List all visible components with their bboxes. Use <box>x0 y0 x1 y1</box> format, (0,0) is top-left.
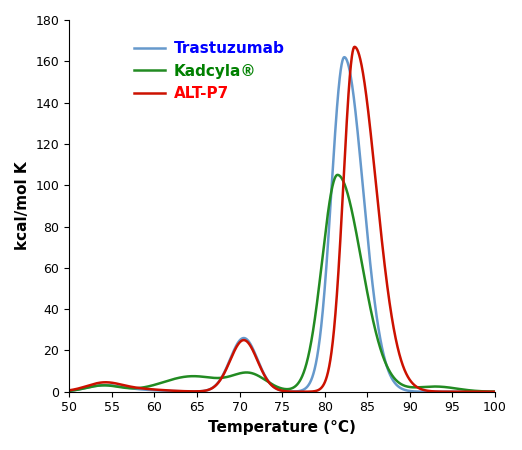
Kadcyla® <box>140 385 146 390</box>
ALT-P7 <box>492 389 498 394</box>
Kadcyla® <box>334 172 340 178</box>
ALT-P7 <box>229 352 235 358</box>
Trastuzumab <box>248 342 254 348</box>
Kadcyla® <box>66 388 72 394</box>
Kadcyla® <box>484 389 490 394</box>
Line: Trastuzumab: Trastuzumab <box>69 57 495 392</box>
Trastuzumab <box>492 389 498 394</box>
Kadcyla® <box>115 384 121 389</box>
ALT-P7 <box>115 381 121 387</box>
Trastuzumab <box>115 383 121 389</box>
Trastuzumab <box>341 54 347 60</box>
ALT-P7 <box>351 44 358 50</box>
Kadcyla® <box>492 389 498 394</box>
Kadcyla® <box>229 373 235 378</box>
Trastuzumab <box>484 389 490 394</box>
ALT-P7 <box>484 389 490 394</box>
ALT-P7 <box>438 389 444 394</box>
Trastuzumab <box>140 387 146 392</box>
ALT-P7 <box>248 344 254 350</box>
Y-axis label: kcal/mol K: kcal/mol K <box>15 162 30 250</box>
Legend: Trastuzumab, Kadcyla®, ALT-P7: Trastuzumab, Kadcyla®, ALT-P7 <box>128 35 291 108</box>
ALT-P7 <box>140 386 146 391</box>
Line: Kadcyla®: Kadcyla® <box>69 175 495 392</box>
Trastuzumab <box>438 389 444 394</box>
Kadcyla® <box>438 384 444 389</box>
X-axis label: Temperature (°C): Temperature (°C) <box>208 420 356 435</box>
Trastuzumab <box>66 388 72 393</box>
ALT-P7 <box>66 387 72 393</box>
Trastuzumab <box>229 351 235 356</box>
Line: ALT-P7: ALT-P7 <box>69 47 495 392</box>
Kadcyla® <box>248 370 254 376</box>
